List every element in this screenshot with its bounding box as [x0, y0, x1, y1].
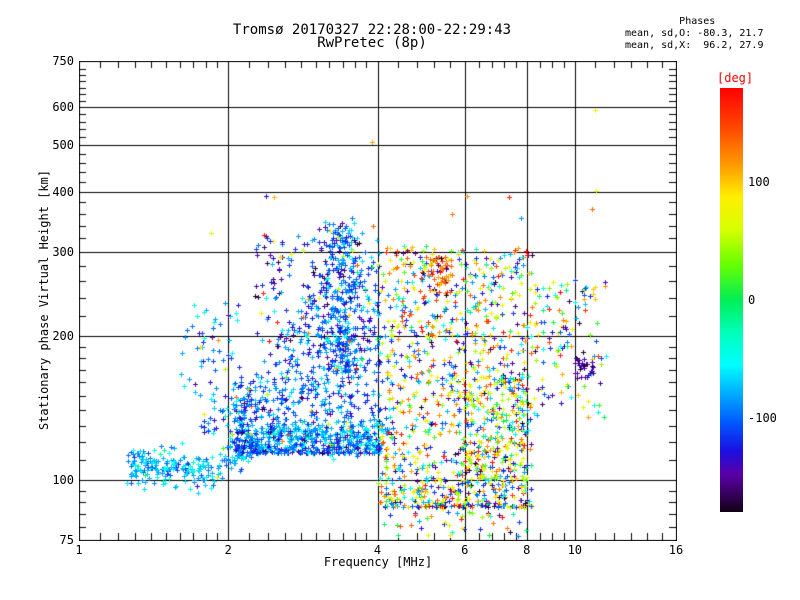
y-tick-label: 75	[59, 533, 74, 547]
x-tick-label: 6	[461, 543, 469, 557]
x-tick-label: 8	[523, 543, 531, 557]
y-tick-label: 500	[52, 138, 74, 153]
plot-subtitle: RwPretec (8p)	[317, 35, 427, 51]
colorbar-unit-label: [deg]	[717, 71, 754, 85]
phase-stats-header: Phases	[625, 16, 716, 27]
scatter-canvas	[79, 61, 677, 541]
y-tick-label: 300	[52, 244, 74, 259]
y-tick-label: 600	[52, 100, 74, 115]
plot-title: Tromsø 20170327 22:28:00-22:29:43	[232, 22, 512, 38]
y-tick-label: 400	[52, 184, 74, 199]
colorbar-tick-label: 0	[748, 293, 756, 307]
y-tick-label: 100	[52, 473, 74, 488]
y-axis-label: Stationary phase Virtual Height [km]	[37, 169, 51, 431]
x-tick-label: 1	[75, 543, 83, 557]
phase-stats: Phases mean, sd,O: -80.3, 21.7 mean, sd,…	[625, 16, 763, 52]
colorbar-tick-label: -100	[748, 410, 777, 425]
title-block: Tromsø 20170327 22:28:00-22:29:43 RwPret…	[232, 22, 512, 51]
y-tick-label: 750	[52, 54, 74, 68]
colorbar	[720, 88, 743, 512]
colorbar-tick-label: 100	[748, 175, 770, 190]
y-tick-label: 200	[52, 328, 74, 343]
x-tick-label: 16	[668, 543, 684, 557]
x-tick-label: 10	[567, 543, 583, 557]
x-tick-label: 4	[373, 543, 382, 557]
phase-stats-o-mode: mean, sd,O: -80.3, 21.7	[625, 28, 764, 39]
x-axis-label: Frequency [MHz]	[323, 555, 433, 569]
x-tick-label: 2	[224, 543, 232, 557]
phase-stats-x-mode: mean, sd,X: 96.2, 27.9	[625, 40, 764, 51]
